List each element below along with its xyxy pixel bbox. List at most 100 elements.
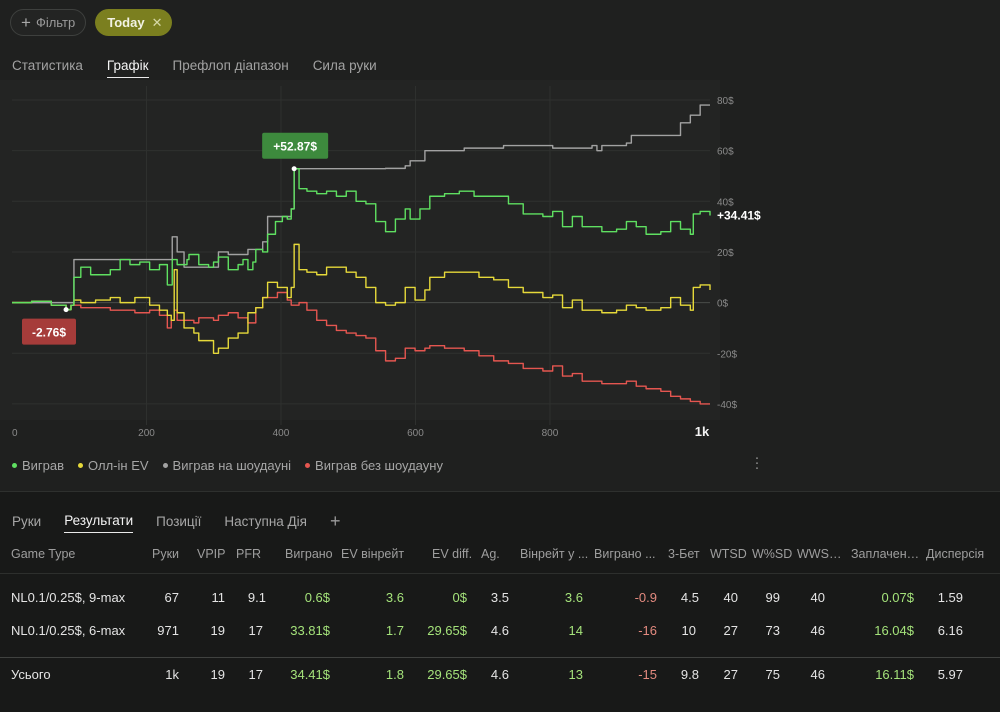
cell-hands: 1k	[165, 667, 179, 682]
chart-plot-background	[0, 80, 720, 420]
column-header[interactable]: EV вінрейт	[341, 547, 405, 561]
x-tick-label: 1k	[695, 424, 710, 439]
cell-ev-winrate: 1.8	[385, 667, 404, 682]
cell-hands: 971	[157, 623, 179, 638]
header-divider	[0, 573, 1000, 574]
cell-won-nsd: -16	[638, 623, 657, 638]
cell-vpip: 19	[210, 667, 225, 682]
y-tick-label: 60$	[717, 147, 734, 158]
x-tick-label: 800	[542, 428, 559, 439]
column-header[interactable]: WTSD	[710, 547, 747, 561]
bottom-panel: Руки Результати Позиції Наступна Дія + G…	[0, 491, 1000, 712]
series-line-2	[12, 104, 710, 304]
series-line-1	[12, 243, 711, 354]
filter-button[interactable]: + Фільтр	[10, 9, 87, 36]
cell-game-type: NL0.1/0.25$, 6-max	[11, 623, 126, 638]
cell-ev-winrate: 3.6	[385, 590, 404, 605]
filter-label: Фільтр	[35, 15, 76, 30]
cell-3bet: 9.8	[680, 667, 699, 682]
cell-pfr: 17	[248, 667, 263, 682]
column-header[interactable]: Заплачено ...	[851, 547, 923, 561]
max-point-marker	[291, 166, 297, 172]
tab-positions[interactable]: Позиції	[156, 513, 202, 529]
legend-item-allin-ev[interactable]: Олл-ін EV	[78, 458, 149, 473]
cell-wwsf: 46	[810, 623, 825, 638]
table-row[interactable]: NL0.1/0.25$, 9-max 67 11 9.1 0.6$ 3.6 0$…	[0, 590, 1000, 610]
cell-wsd: 99	[765, 590, 780, 605]
tab-graph[interactable]: Графік	[106, 58, 149, 78]
legend-dot	[305, 463, 311, 468]
tab-statistics[interactable]: Статистика	[12, 58, 83, 73]
y-tick-label: 0$	[717, 299, 729, 310]
cell-pfr: 17	[248, 623, 263, 638]
legend-item-showdown[interactable]: Виграв на шоудауні	[162, 458, 292, 473]
column-header[interactable]: PFR	[236, 547, 261, 561]
close-icon[interactable]: ✕	[151, 14, 163, 30]
cell-wtsd: 27	[723, 667, 738, 682]
main-tabs: Статистика Графік Префлоп діапазон Сила …	[12, 58, 377, 78]
legend-label: Виграв	[22, 458, 65, 473]
column-header[interactable]: 3-Бет	[668, 547, 700, 561]
cell-pfr: 9.1	[247, 590, 266, 605]
cell-rake-paid: 0.07$	[881, 590, 914, 605]
cell-agg: 4.6	[490, 623, 509, 638]
column-header[interactable]: Game Type	[11, 547, 76, 561]
total-divider	[0, 657, 1000, 658]
legend-dot	[162, 463, 168, 468]
table-row[interactable]: NL0.1/0.25$, 6-max 971 19 17 33.81$ 1.7 …	[0, 623, 1000, 643]
column-header[interactable]: Виграно	[285, 547, 333, 561]
column-header[interactable]: Дисперсія	[926, 547, 985, 561]
column-header[interactable]: Вінрейт у ...	[520, 547, 589, 561]
legend-dot	[78, 463, 84, 468]
column-header[interactable]: W%SD	[752, 547, 793, 561]
legend-label: Виграв на шоудауні	[172, 458, 292, 473]
cell-game-type: NL0.1/0.25$, 9-max	[11, 590, 126, 605]
results-chart[interactable]: 80$ 60$ 40$ 20$ 0$ -20$ -40$ 0 200 400 600 800 1k +52…	[0, 80, 1000, 445]
column-header[interactable]: VPIP	[197, 547, 226, 561]
min-callout-box	[22, 318, 76, 345]
legend-item-won[interactable]: Виграв	[12, 458, 64, 473]
column-header[interactable]: WWSF%	[797, 547, 847, 561]
sub-tabs: Руки Результати Позиції Наступна Дія +	[12, 509, 341, 533]
cell-vpip: 19	[210, 623, 225, 638]
cell-total-label: Усього	[11, 667, 51, 682]
filter-bar: + Фільтр Today ✕	[10, 9, 173, 36]
cell-winrate: 3.6	[564, 590, 583, 605]
plus-icon: +	[21, 13, 31, 32]
add-tab-icon[interactable]: +	[330, 511, 341, 531]
column-header[interactable]: EV diff.	[432, 547, 473, 561]
y-tick-label: 20$	[717, 248, 734, 259]
x-tick-label: 200	[138, 428, 155, 439]
tab-next-action[interactable]: Наступна Дія	[224, 513, 307, 529]
today-filter-chip[interactable]: Today ✕	[95, 9, 173, 36]
series-line-0	[12, 168, 711, 311]
tab-hands[interactable]: Руки	[12, 513, 42, 529]
cell-wtsd: 40	[723, 590, 738, 605]
chart-legend: Виграв Олл-ін EV Виграв на шоудауні Вигр…	[12, 458, 443, 473]
min-callout-label: -2.76$	[32, 326, 66, 340]
column-header[interactable]: Руки	[152, 547, 180, 561]
cell-ev-winrate: 1.7	[385, 623, 404, 638]
table-header: Game Type Руки VPIP PFR Виграно EV вінре…	[0, 547, 1000, 563]
cell-won-nsd: -0.9	[634, 590, 657, 605]
legend-label: Олл-ін EV	[88, 458, 149, 473]
tab-results[interactable]: Результати	[64, 513, 134, 533]
cell-variance: 6.16	[937, 623, 963, 638]
column-header[interactable]: Ag.	[481, 547, 500, 561]
legend-dot	[12, 463, 17, 468]
tab-hand-strength[interactable]: Сила руки	[312, 58, 377, 73]
tab-preflop-range[interactable]: Префлоп діапазон	[172, 58, 289, 73]
cell-wsd: 73	[765, 623, 780, 638]
x-tick-label: 400	[273, 428, 290, 439]
cell-won-nsd: -15	[638, 667, 657, 682]
cell-variance: 5.97	[937, 667, 963, 682]
cell-ev-diff: 0$	[452, 590, 467, 605]
table-total-row[interactable]: Усього 1k 19 17 34.41$ 1.8 29.65$ 4.6 13…	[0, 667, 1000, 687]
more-options-icon[interactable]: · · ·	[754, 449, 760, 476]
cell-wwsf: 40	[810, 590, 825, 605]
y-tick-label: 80$	[717, 96, 734, 107]
cell-won: 33.81$	[290, 623, 330, 638]
legend-item-non-showdown[interactable]: Виграв без шоудауну	[305, 458, 443, 473]
cell-variance: 1.59	[937, 590, 963, 605]
column-header[interactable]: Виграно ...	[594, 547, 656, 561]
